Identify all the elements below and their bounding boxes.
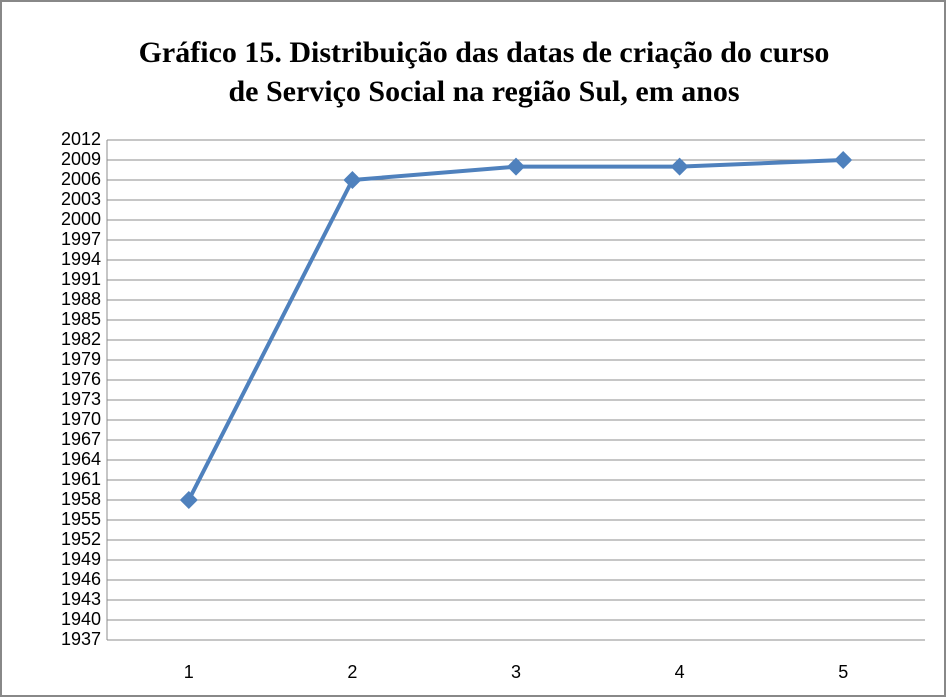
x-tick-label: 4 [675,662,685,682]
y-tick-label: 2012 [61,129,101,149]
data-point [179,491,198,509]
y-tick-label: 1991 [61,269,101,289]
y-tick-label: 2009 [61,149,101,169]
y-tick-label: 1943 [61,589,101,609]
x-tick-label: 1 [184,662,194,682]
y-tick-label: 1997 [61,229,101,249]
y-tick-label: 1946 [61,569,101,589]
data-point [343,171,362,189]
y-tick-label: 1955 [61,509,101,529]
y-tick-label: 1937 [61,629,101,649]
chart-title: Gráfico 15. Distribuição das datas de cr… [139,36,830,69]
x-tick-label: 3 [511,662,521,682]
y-tick-label: 1970 [61,409,101,429]
chart-title: de Serviço Social na região Sul, em anos [228,75,739,108]
data-point [507,157,525,176]
y-tick-label: 2003 [61,189,101,209]
y-tick-label: 1940 [61,609,101,629]
y-tick-label: 1994 [61,249,101,269]
y-tick-label: 1979 [61,349,101,369]
y-tick-label: 1949 [61,549,101,569]
y-tick-label: 1988 [61,289,101,309]
y-tick-label: 1958 [61,489,101,509]
y-tick-label: 1952 [61,529,101,549]
x-tick-label: 5 [838,662,848,682]
y-tick-label: 2006 [61,169,101,189]
y-tick-label: 1976 [61,369,101,389]
x-tick-label: 2 [347,662,357,682]
y-tick-label: 1982 [61,329,101,349]
y-tick-label: 2000 [61,209,101,229]
y-tick-label: 1985 [61,309,101,329]
y-tick-label: 1964 [61,449,101,469]
data-point [834,151,853,169]
y-tick-label: 1961 [61,469,101,489]
y-tick-label: 1973 [61,389,101,409]
data-point [670,157,689,176]
y-tick-label: 1967 [61,429,101,449]
